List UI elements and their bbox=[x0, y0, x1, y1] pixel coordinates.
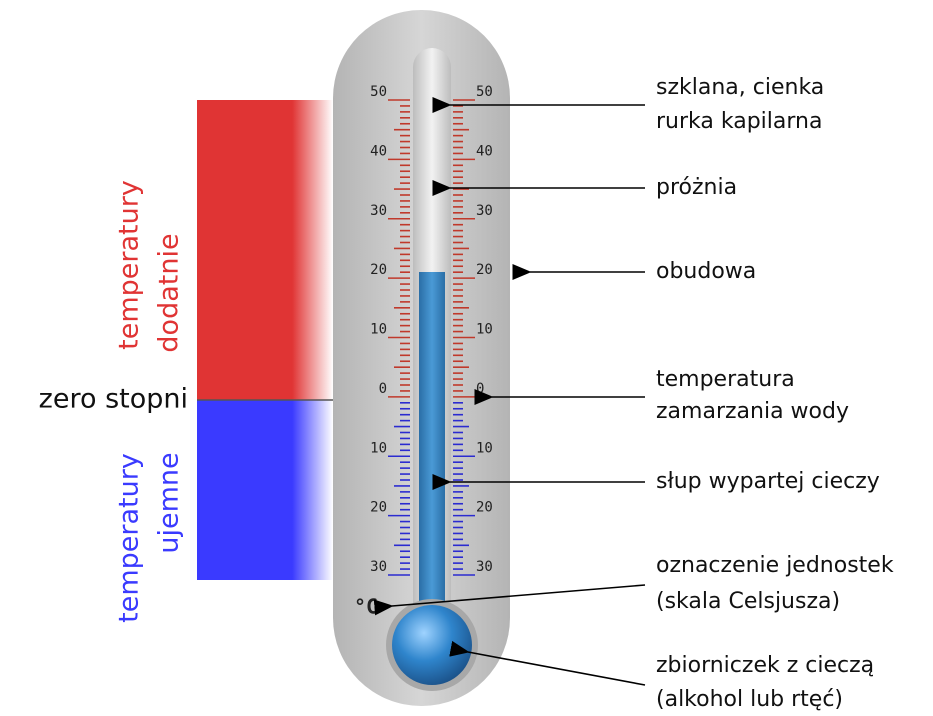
annotation: szklana, cienka bbox=[656, 75, 824, 100]
scale-label: 30 bbox=[476, 203, 493, 219]
scale-label: 20 bbox=[370, 500, 387, 516]
scale-label: 20 bbox=[476, 262, 493, 278]
scale-label: 30 bbox=[370, 559, 387, 575]
scale-label: 40 bbox=[476, 143, 493, 159]
annotation: próżnia bbox=[656, 175, 737, 200]
diagram: 50 50 40 40 30 30 20 20 10 10 0 0 10 10 20 20 30 30 °C temp… bbox=[0, 0, 933, 716]
scale-label: 0 bbox=[379, 381, 387, 397]
annotation: (skala Celsjusza) bbox=[656, 589, 840, 614]
annotation: zamarzania wody bbox=[656, 399, 849, 424]
scale-label: 20 bbox=[370, 262, 387, 278]
side-label: ujemne bbox=[154, 452, 185, 553]
annotation: obudowa bbox=[656, 259, 756, 284]
side-label: dodatnie bbox=[154, 233, 185, 352]
zero-label: zero stopni bbox=[39, 384, 188, 415]
scale-label: 20 bbox=[476, 500, 493, 516]
scale-label: 10 bbox=[370, 440, 387, 456]
scale-label: 10 bbox=[476, 322, 493, 338]
scale-label: 30 bbox=[476, 559, 493, 575]
scale-label: 10 bbox=[370, 322, 387, 338]
annotation: oznaczenie jednostek bbox=[656, 553, 894, 578]
bulb bbox=[392, 605, 472, 685]
scale-label: 50 bbox=[370, 84, 387, 100]
annotation: (alkohol lub rtęć) bbox=[656, 687, 843, 712]
annotation: temperatura bbox=[656, 367, 795, 392]
annotation: słup wypartej cieczy bbox=[656, 469, 880, 494]
scale-label: 10 bbox=[476, 440, 493, 456]
scale-label: 50 bbox=[476, 84, 493, 100]
unit-label: °C bbox=[354, 595, 378, 619]
side-label: temperatury bbox=[114, 453, 145, 623]
annotation: rurka kapilarna bbox=[656, 109, 822, 134]
side-label: temperatury bbox=[114, 180, 145, 350]
negative-band bbox=[197, 400, 333, 580]
liquid-column bbox=[419, 272, 445, 632]
scale-label: 40 bbox=[370, 143, 387, 159]
arrow bbox=[468, 652, 645, 685]
scale-label: 30 bbox=[370, 203, 387, 219]
scale-label: 0 bbox=[476, 381, 484, 397]
positive-band bbox=[197, 100, 333, 400]
annotation: zbiorniczek z cieczą bbox=[656, 653, 874, 678]
